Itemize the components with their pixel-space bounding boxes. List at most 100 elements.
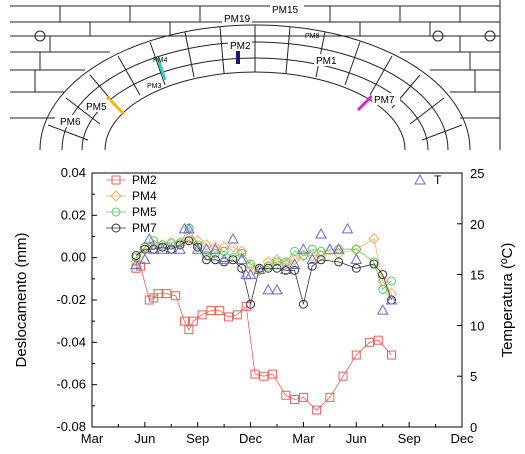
data-point-pm7	[184, 236, 194, 246]
data-point-pm2	[387, 350, 397, 360]
data-point-pm2	[241, 301, 251, 311]
legend-label-pm5: PM5	[132, 205, 157, 219]
data-point-t	[350, 253, 363, 264]
data-point-pm7	[281, 265, 291, 275]
legend-marker-pm5	[111, 207, 121, 217]
y-tick-label: -0.04	[56, 334, 86, 349]
data-point-pm2	[197, 310, 207, 320]
data-point-pm4	[271, 254, 283, 266]
data-point-pm5	[193, 240, 203, 250]
data-point-pm2	[298, 392, 308, 402]
data-point-t	[174, 243, 186, 254]
data-point-pm2	[232, 310, 242, 320]
chart: 0.04 0.02 0.00 -0.02 -0.04 -0.06 -0.08 25 20 15 1…	[13, 165, 516, 446]
data-point-t	[315, 227, 327, 239]
data-point-pm5	[157, 240, 167, 250]
drawing-label-pm1: PM1	[316, 56, 337, 67]
drawing-label-pm5: PM5	[86, 102, 107, 113]
data-point-pm2	[268, 369, 278, 379]
drawing-label-pm19: PM19	[224, 14, 251, 25]
data-point-pm4	[306, 249, 318, 262]
data-point-t	[156, 243, 169, 254]
series-line-pm2	[135, 265, 392, 411]
x-tick-label: Jun	[134, 431, 155, 446]
data-point-pm7	[193, 242, 203, 252]
pm5-sensor-marker	[105, 95, 126, 116]
data-point-pm2	[171, 291, 181, 301]
data-point-pm5	[290, 246, 300, 256]
data-point-pm4	[227, 241, 239, 253]
data-point-t	[271, 283, 283, 295]
data-point-t	[143, 233, 156, 244]
series-pm2	[131, 261, 397, 415]
data-point-pm4	[218, 241, 230, 253]
data-point-pm5	[237, 248, 247, 258]
data-point-pm2	[188, 316, 198, 326]
data-point-pm4	[288, 254, 301, 266]
data-point-pm7	[140, 244, 150, 254]
legend-marker-t	[414, 173, 426, 185]
data-point-pm5	[263, 261, 273, 271]
data-point-t	[130, 258, 142, 269]
y-tick-label: 0.00	[61, 250, 86, 265]
data-point-t	[191, 243, 204, 254]
y-tick-label: 0.02	[61, 207, 86, 222]
drawing-label-pm2: PM2	[230, 41, 251, 52]
data-point-t	[218, 253, 230, 264]
data-point-t	[297, 243, 310, 254]
y2-axis-title: Temperatura (ºC)	[499, 243, 516, 358]
data-point-t	[376, 304, 389, 315]
data-point-pm5	[246, 259, 256, 269]
y2-tick-label: 20	[470, 217, 484, 232]
data-point-pm5	[369, 257, 379, 267]
x-tick-label: Mar	[292, 431, 315, 446]
data-point-pm4	[368, 232, 380, 245]
data-point-pm2	[224, 312, 234, 322]
data-point-pm2	[162, 289, 172, 299]
data-point-pm5	[387, 276, 397, 286]
data-point-pm2	[206, 306, 216, 316]
data-point-pm7	[210, 255, 220, 265]
data-point-pm7	[351, 263, 361, 273]
data-point-t	[253, 263, 266, 275]
x-tick-label: Dec	[450, 431, 474, 446]
data-point-t	[235, 253, 248, 264]
data-point-pm5	[378, 284, 388, 294]
data-point-pm2	[259, 371, 269, 381]
y-tick-label: 0.04	[61, 165, 86, 180]
data-point-pm4	[280, 258, 292, 270]
data-point-t	[324, 243, 336, 254]
data-point-pm4	[236, 245, 248, 258]
data-point-pm5	[166, 238, 176, 248]
series-pm5	[131, 223, 397, 294]
data-point-pm5	[298, 251, 308, 261]
legend-marker-pm2	[111, 175, 121, 185]
y-axis-ticks: 0.04 0.02 0.00 -0.02 -0.04 -0.06 -0.08	[56, 165, 97, 434]
drawing-label-pm4: PM4	[153, 57, 168, 64]
y-axis-title: Deslocamento (mm)	[13, 232, 30, 367]
drawing-label-pm7: PM7	[374, 95, 395, 106]
drawing-label-pm15: PM15	[272, 5, 299, 16]
data-point-pm4	[262, 256, 274, 268]
data-point-pm7	[272, 263, 282, 273]
x-tick-label: Sep	[398, 431, 421, 446]
data-point-pm5	[351, 244, 361, 254]
data-point-t	[262, 283, 275, 295]
data-point-pm2	[215, 306, 225, 316]
y2-tick-label: 25	[470, 166, 484, 181]
x-tick-label: Mar	[81, 431, 104, 446]
y2-axis-ticks: 25 20 15 10 5 0	[457, 166, 484, 435]
data-point-pm4	[183, 232, 195, 245]
data-point-pm2	[365, 337, 374, 347]
series-line-pm5	[135, 227, 392, 291]
data-point-pm5	[272, 257, 282, 267]
data-point-pm7	[298, 299, 308, 309]
data-point-pm4	[244, 260, 257, 272]
legend-label-pm7: PM7	[132, 221, 157, 235]
data-point-pm5	[228, 253, 238, 263]
data-point-pm7	[202, 255, 212, 265]
data-point-t	[139, 253, 151, 264]
data-point-t	[385, 293, 398, 305]
y2-tick-label: 0	[470, 420, 477, 435]
data-point-t	[288, 258, 301, 269]
